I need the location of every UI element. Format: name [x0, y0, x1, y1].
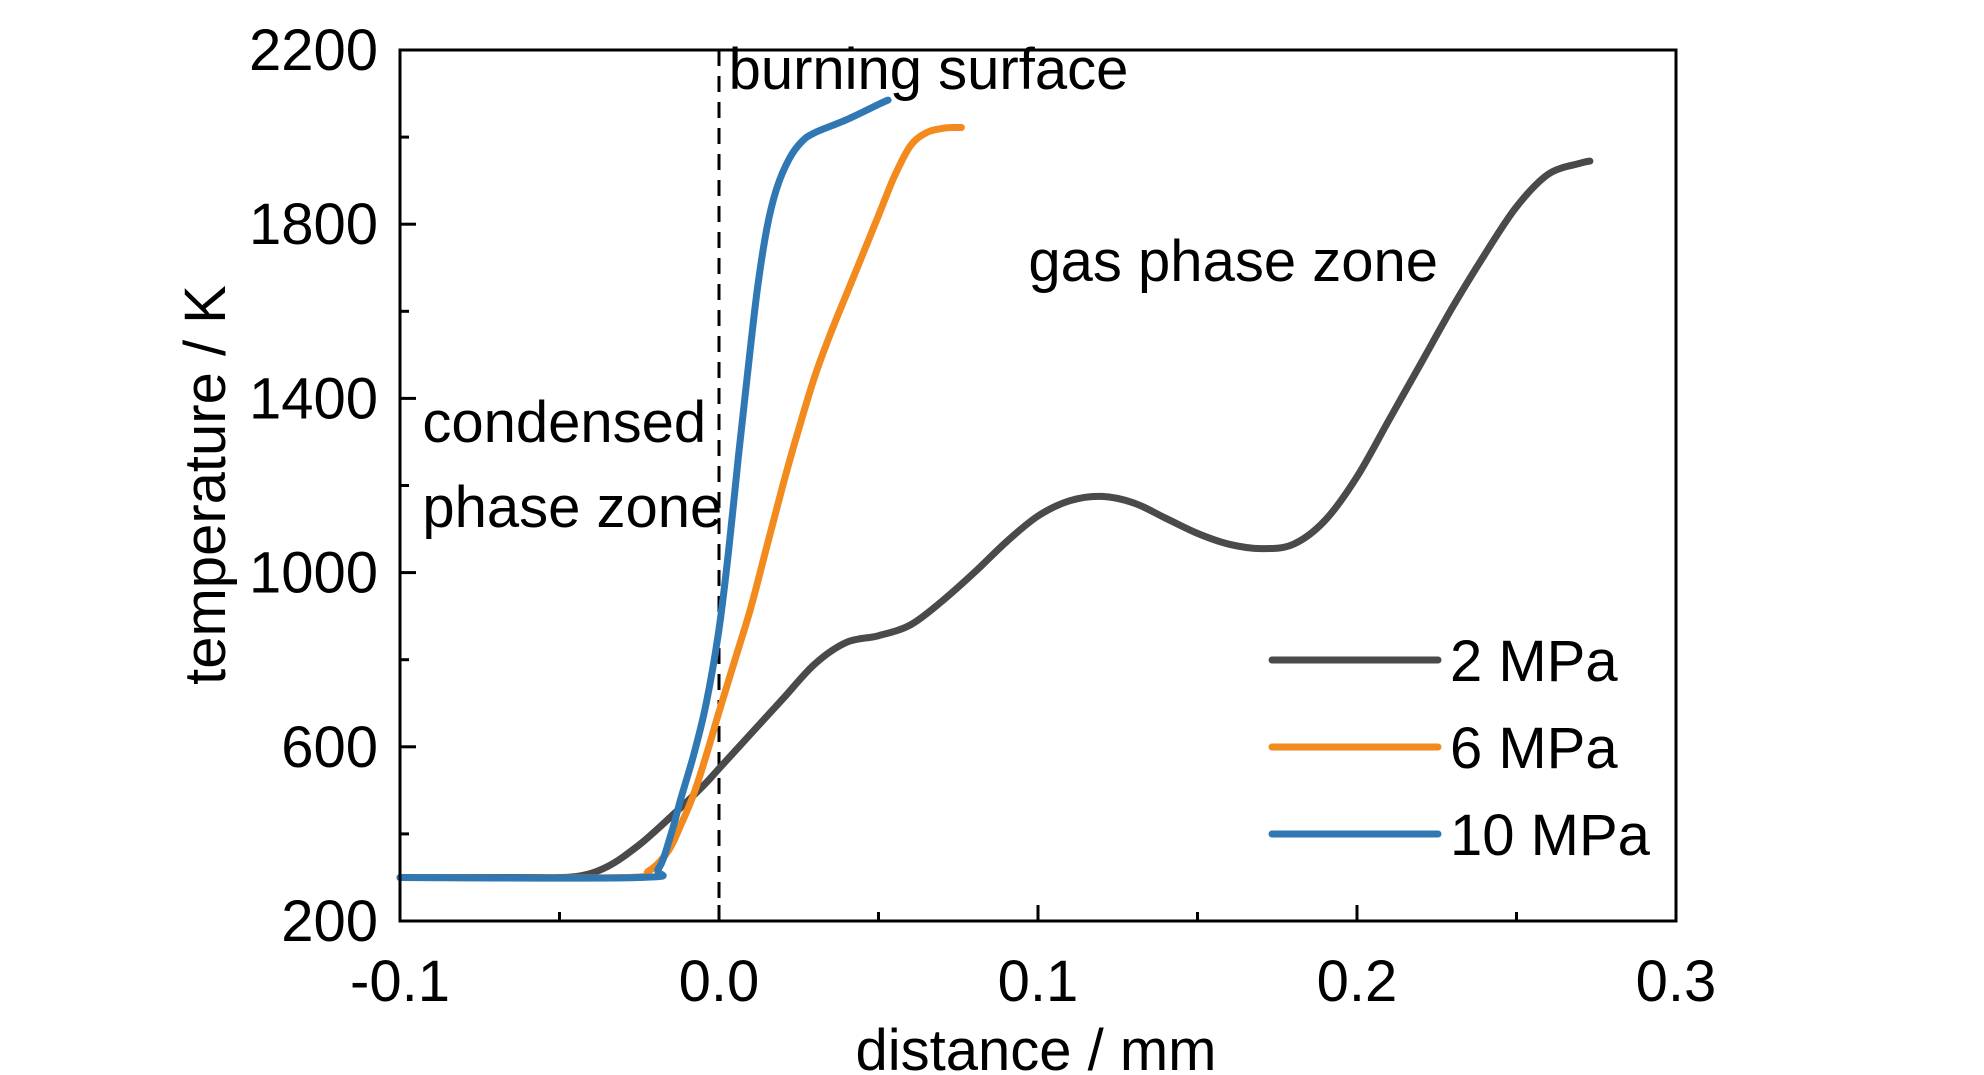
legend-label: 6 MPa	[1450, 716, 1618, 781]
plot-area-frame	[398, 48, 1678, 923]
y-axis-label: temperature / K	[173, 285, 238, 685]
annotation-text: burning surface	[729, 37, 1129, 102]
x-tick-label: 0.0	[679, 949, 760, 1014]
annotation-text: condensed	[422, 390, 706, 455]
legend: 2 MPa 6 MPa 10 MPa	[1268, 629, 1651, 868]
x-tick-label: 0.3	[1636, 949, 1717, 1014]
y-tick-label: 600	[281, 715, 378, 780]
series-line-10-mpa	[396, 96, 892, 882]
x-tick-label: 0.2	[1317, 949, 1398, 1014]
legend-label: 2 MPa	[1450, 629, 1618, 694]
y-axis-ticks: 200 600 1000 1400 1800 2200	[249, 18, 416, 954]
annotations: burning surface gas phase zone condensed ph…	[422, 37, 1438, 540]
legend-label: 10 MPa	[1450, 803, 1651, 868]
x-tick-label: 0.1	[998, 949, 1079, 1014]
y-tick-label: 2200	[249, 18, 378, 83]
annotation-text: phase zone	[422, 475, 722, 540]
x-axis-label: distance / mm	[856, 1018, 1217, 1075]
series-layer	[396, 96, 1594, 882]
x-tick-label: -0.1	[350, 949, 450, 1014]
y-tick-label: 200	[281, 889, 378, 954]
annotation-text: gas phase zone	[1028, 229, 1438, 294]
y-tick-label: 1000	[249, 541, 378, 606]
y-tick-label: 1800	[249, 192, 378, 257]
y-tick-label: 1400	[249, 366, 378, 431]
